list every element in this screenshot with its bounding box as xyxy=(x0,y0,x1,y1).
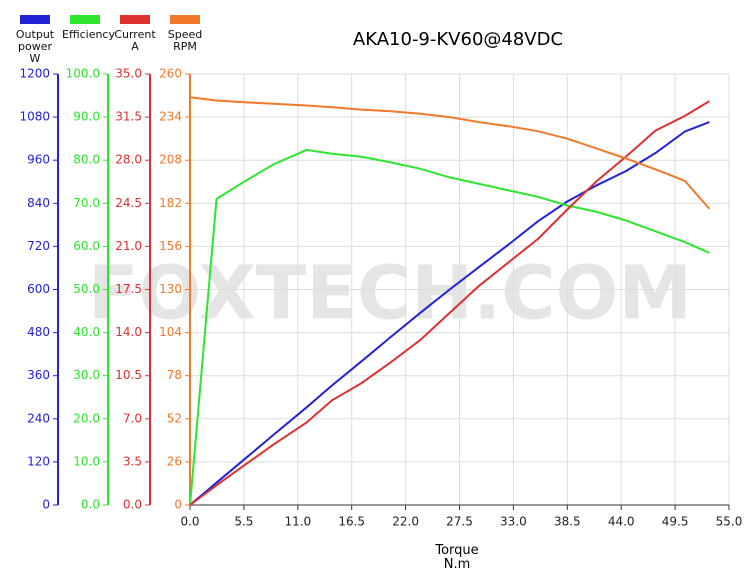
y-tick-label: 480 xyxy=(27,325,50,339)
x-tick-label: 49.5 xyxy=(662,515,689,529)
legend-label: Speed RPM xyxy=(167,28,203,53)
y-tick-label: 156 xyxy=(159,239,182,253)
y-tick-label: 28.0 xyxy=(115,153,142,167)
x-tick-label: 0.0 xyxy=(180,515,199,529)
y-tick-label: 10.5 xyxy=(115,368,142,382)
y-tick-label: 40.0 xyxy=(73,325,100,339)
y-tick-label: 7.0 xyxy=(123,411,142,425)
x-tick-label: 44.0 xyxy=(608,515,635,529)
y-tick-label: 78 xyxy=(167,368,182,382)
y-tick-label: 720 xyxy=(27,239,50,253)
legend-swatch xyxy=(70,15,100,24)
x-tick-label: 27.5 xyxy=(446,515,473,529)
chart-title: AKA10-9-KV60@48VDC xyxy=(353,29,563,50)
y-tick-label: 234 xyxy=(159,110,182,124)
y-tick-label: 100.0 xyxy=(66,67,100,81)
y-tick-label: 31.5 xyxy=(115,110,142,124)
y-tick-label: 0.0 xyxy=(123,498,142,512)
y-tick-label: 30.0 xyxy=(73,368,100,382)
y-tick-label: 208 xyxy=(159,153,182,167)
series-line xyxy=(189,100,710,506)
y-tick-label: 60.0 xyxy=(73,239,100,253)
x-tick-label: 22.0 xyxy=(392,515,419,529)
y-tick-label: 1080 xyxy=(19,110,50,124)
legend-label: Output power W xyxy=(15,28,55,65)
y-tick-label: 50.0 xyxy=(73,282,100,296)
y-tick-label: 120 xyxy=(27,454,50,468)
y-tick-label: 840 xyxy=(27,196,50,210)
y-tick-label: 0.0 xyxy=(81,498,100,512)
legend-swatch xyxy=(170,15,200,24)
y-tick-label: 14.0 xyxy=(115,325,142,339)
legend-label: Efficiency xyxy=(62,28,115,41)
y-tick-label: 0 xyxy=(42,498,50,512)
series-line xyxy=(189,121,710,506)
legend-swatch xyxy=(20,15,50,24)
legend-label: Current A xyxy=(114,28,156,53)
x-tick-label: 55.0 xyxy=(716,515,743,529)
y-tick-label: 360 xyxy=(27,368,50,382)
y-tick-label: 182 xyxy=(159,196,182,210)
y-tick-label: 70.0 xyxy=(73,196,100,210)
y-tick-label: 240 xyxy=(27,411,50,425)
y-tick-label: 90.0 xyxy=(73,110,100,124)
y-tick-label: 80.0 xyxy=(73,153,100,167)
y-tick-label: 24.5 xyxy=(115,196,142,210)
y-tick-label: 17.5 xyxy=(115,282,142,296)
y-tick-label: 52 xyxy=(167,411,182,425)
y-tick-label: 3.5 xyxy=(123,454,142,468)
y-tick-label: 10.0 xyxy=(73,454,100,468)
x-tick-label: 11.0 xyxy=(284,515,311,529)
y-tick-label: 20.0 xyxy=(73,411,100,425)
legend-swatch xyxy=(120,15,150,24)
x-axis-label: Torque N.m xyxy=(435,543,479,572)
series-line xyxy=(189,148,710,506)
y-tick-label: 104 xyxy=(159,325,182,339)
x-tick-label: 38.5 xyxy=(554,515,581,529)
y-tick-label: 260 xyxy=(159,67,182,81)
y-tick-label: 1200 xyxy=(19,67,50,81)
watermark: FOXTECH.COM xyxy=(88,251,692,337)
y-tick-label: 21.0 xyxy=(115,239,142,253)
y-tick-label: 130 xyxy=(159,282,182,296)
x-tick-label: 5.5 xyxy=(234,515,253,529)
series-line xyxy=(189,96,711,210)
y-tick-label: 26 xyxy=(167,454,182,468)
y-tick-label: 960 xyxy=(27,153,50,167)
y-tick-label: 35.0 xyxy=(115,67,142,81)
y-tick-label: 0 xyxy=(174,498,182,512)
x-tick-label: 33.0 xyxy=(500,515,527,529)
y-tick-label: 600 xyxy=(27,282,50,296)
x-tick-label: 16.5 xyxy=(338,515,365,529)
